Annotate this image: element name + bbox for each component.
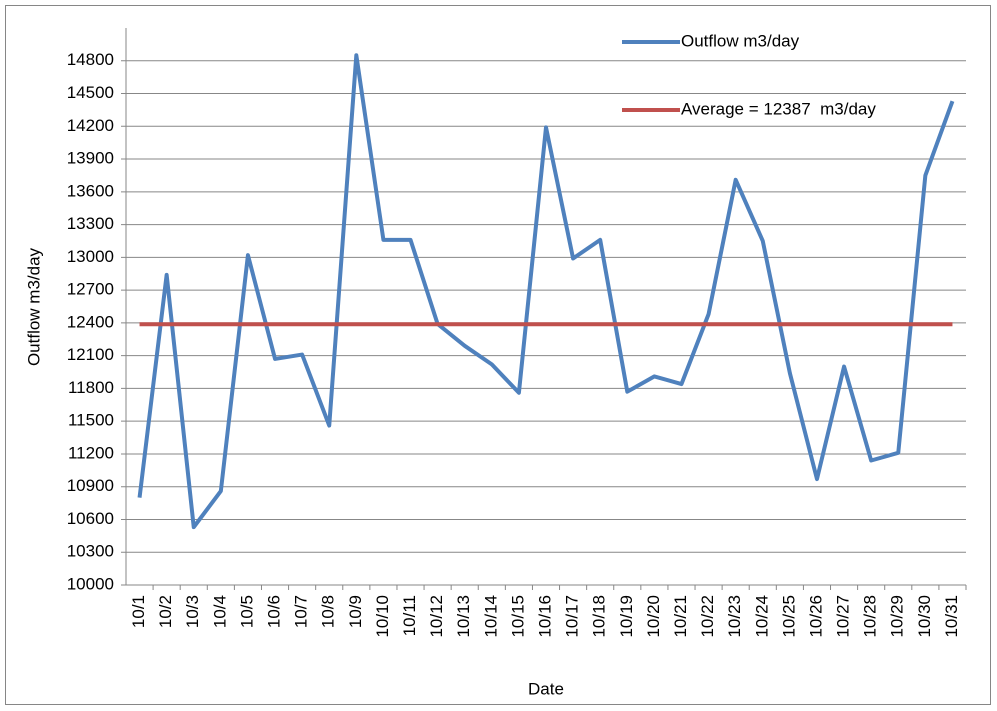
y-tick-label: 10600 <box>67 509 114 528</box>
y-tick-label: 11200 <box>68 443 114 462</box>
x-tick-label: 10/26 <box>806 595 825 638</box>
chart-border <box>5 5 991 705</box>
x-tick-label: 10/10 <box>373 595 392 638</box>
x-tick-label: 10/16 <box>535 595 554 638</box>
x-tick-label: 10/7 <box>292 595 311 628</box>
x-tick-label: 10/18 <box>590 595 609 638</box>
x-tick-label: 10/25 <box>779 595 798 638</box>
y-tick-label: 10900 <box>67 476 114 495</box>
x-tick-label: 10/29 <box>888 595 907 638</box>
x-tick-label: 10/15 <box>508 595 527 638</box>
y-tick-label: 12100 <box>67 345 114 364</box>
x-tick-label: 10/22 <box>698 595 717 638</box>
x-tick-label: 10/27 <box>834 595 853 638</box>
x-tick-label: 10/2 <box>156 595 175 628</box>
y-tick-label: 10300 <box>67 542 114 561</box>
y-tick-label: 13600 <box>67 181 114 200</box>
x-axis-title: Date <box>528 679 564 698</box>
y-tick-label: 14200 <box>67 116 114 135</box>
y-tick-label: 10000 <box>67 574 114 593</box>
x-tick-label: 10/19 <box>617 595 636 638</box>
x-tick-label: 10/28 <box>861 595 880 638</box>
x-tick-label: 10/20 <box>644 595 663 638</box>
y-tick-label: 12400 <box>67 312 114 331</box>
x-tick-label: 10/24 <box>752 595 771 638</box>
x-tick-label: 10/12 <box>427 595 446 638</box>
legend-label: Average = 12387 m3/day <box>681 99 876 118</box>
y-tick-label: 14800 <box>67 50 114 69</box>
y-tick-label: 11800 <box>68 378 114 397</box>
x-tick-label: 10/31 <box>942 595 961 638</box>
y-tick-label: 13300 <box>67 214 114 233</box>
x-tick-label: 10/5 <box>237 595 256 628</box>
x-tick-label: 10/1 <box>129 595 148 628</box>
y-tick-label: 13000 <box>67 247 114 266</box>
x-tick-label: 10/23 <box>725 595 744 638</box>
y-tick-label: 11500 <box>68 411 114 430</box>
x-tick-label: 10/3 <box>183 595 202 628</box>
x-tick-label: 10/21 <box>671 595 690 638</box>
x-tick-label: 10/30 <box>915 595 934 638</box>
y-axis-title: Outflow m3/day <box>24 247 43 366</box>
x-tick-label: 10/17 <box>563 595 582 638</box>
x-tick-label: 10/4 <box>210 595 229 628</box>
y-tick-label: 14500 <box>67 83 114 102</box>
x-tick-label: 10/13 <box>454 595 473 638</box>
x-tick-label: 10/14 <box>481 595 500 638</box>
x-tick-label: 10/8 <box>319 595 338 628</box>
x-tick-label: 10/11 <box>400 595 419 636</box>
data-line <box>137 53 955 530</box>
y-tick-label: 12700 <box>67 280 114 299</box>
legend-label: Outflow m3/day <box>681 31 800 50</box>
y-tick-label: 13900 <box>67 149 114 168</box>
x-tick-label: 10/9 <box>346 595 365 628</box>
x-tick-label: 10/6 <box>265 595 284 628</box>
